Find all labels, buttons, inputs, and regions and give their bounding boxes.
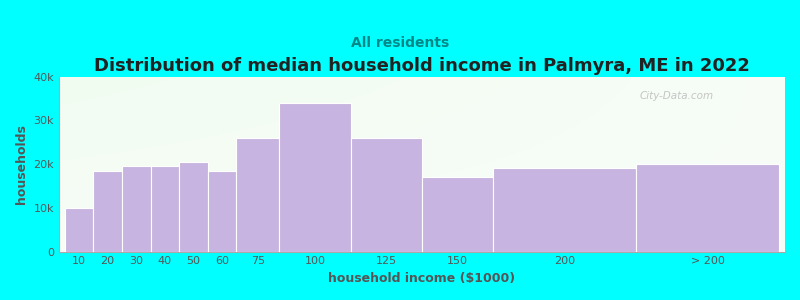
Text: City-Data.com: City-Data.com (640, 91, 714, 100)
Bar (65, 208, 94, 252)
Bar (122, 166, 150, 252)
X-axis label: household income ($1000): household income ($1000) (329, 272, 515, 285)
Title: Distribution of median household income in Palmyra, ME in 2022: Distribution of median household income … (94, 57, 750, 75)
Bar (179, 162, 208, 252)
Bar (236, 138, 279, 252)
Bar (494, 168, 636, 252)
Bar (150, 166, 179, 252)
Bar (208, 171, 236, 252)
Bar (636, 164, 779, 252)
Bar (422, 177, 494, 252)
Y-axis label: households: households (15, 124, 28, 204)
Text: All residents: All residents (351, 36, 449, 50)
Bar (279, 103, 350, 252)
Bar (94, 171, 122, 252)
Bar (350, 138, 422, 252)
